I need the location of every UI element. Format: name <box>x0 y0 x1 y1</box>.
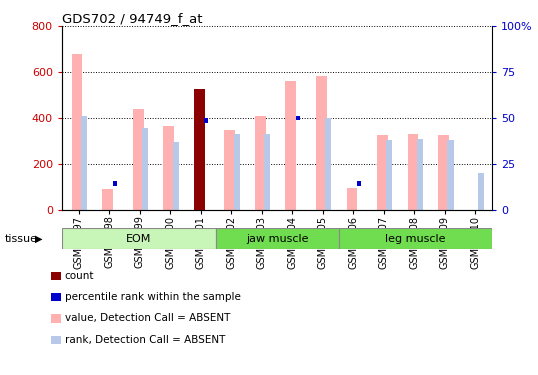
Bar <box>81 116 87 210</box>
Text: value, Detection Call = ABSENT: value, Detection Call = ABSENT <box>65 314 230 323</box>
Text: EOM: EOM <box>126 234 151 243</box>
Text: ▶: ▶ <box>35 234 43 244</box>
Bar <box>417 139 423 210</box>
Text: count: count <box>65 271 94 280</box>
Bar <box>72 54 82 210</box>
Bar <box>338 228 492 249</box>
Bar <box>133 109 144 210</box>
Bar <box>255 116 266 210</box>
Bar <box>224 130 235 210</box>
Bar <box>142 129 148 210</box>
Text: rank, Detection Call = ABSENT: rank, Detection Call = ABSENT <box>65 335 225 345</box>
Bar <box>286 81 296 210</box>
Bar <box>296 116 300 120</box>
Bar <box>448 140 454 210</box>
Bar <box>233 134 240 210</box>
Bar <box>264 134 271 210</box>
Bar <box>478 173 484 210</box>
Text: jaw muscle: jaw muscle <box>246 234 308 243</box>
Text: tissue: tissue <box>4 234 37 244</box>
Bar <box>113 181 117 186</box>
Bar <box>216 228 338 249</box>
Bar <box>62 228 216 249</box>
Bar <box>386 140 392 210</box>
Bar <box>325 118 331 210</box>
Bar <box>346 188 357 210</box>
Text: percentile rank within the sample: percentile rank within the sample <box>65 292 240 302</box>
Bar <box>408 134 418 210</box>
Bar <box>173 142 179 210</box>
Bar <box>194 89 204 210</box>
Bar <box>102 189 113 210</box>
Text: GDS702 / 94749_f_at: GDS702 / 94749_f_at <box>62 12 202 25</box>
Bar <box>204 118 208 123</box>
Bar <box>316 76 327 210</box>
Bar <box>377 135 388 210</box>
Bar <box>438 135 449 210</box>
Bar <box>357 181 360 186</box>
Bar <box>164 126 174 210</box>
Text: leg muscle: leg muscle <box>385 234 445 243</box>
